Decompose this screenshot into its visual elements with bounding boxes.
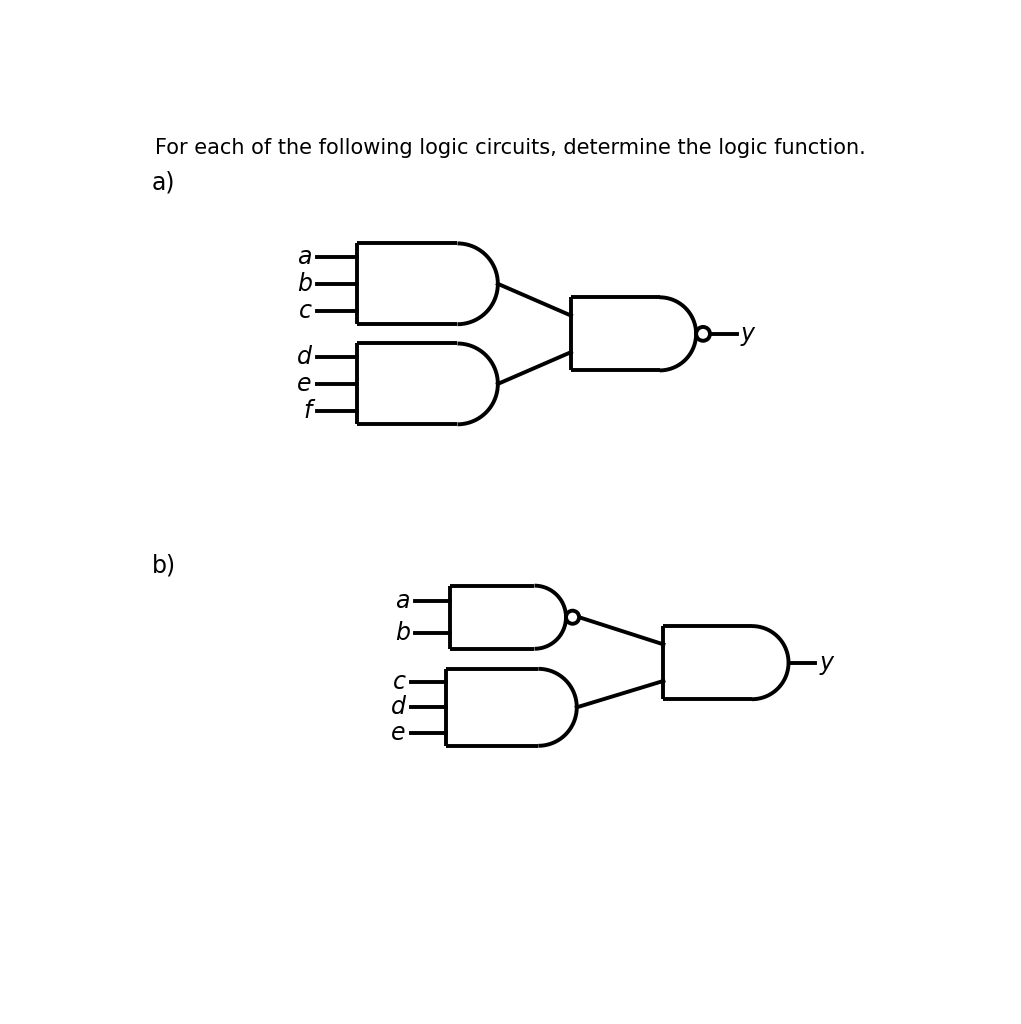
Text: y: y (819, 650, 833, 675)
Text: a: a (297, 245, 311, 268)
Text: c: c (299, 299, 311, 323)
Text: a: a (395, 590, 409, 613)
Text: For each of the following logic circuits, determine the logic function.: For each of the following logic circuits… (155, 137, 866, 158)
Text: d: d (297, 345, 311, 369)
Text: f: f (303, 399, 311, 423)
Text: e: e (297, 372, 311, 396)
Text: b: b (395, 621, 409, 645)
Text: b): b) (152, 553, 176, 578)
Text: d: d (391, 695, 405, 719)
Circle shape (696, 327, 710, 341)
Text: c: c (393, 670, 405, 693)
Text: e: e (391, 721, 405, 745)
Text: b: b (297, 271, 311, 296)
Circle shape (566, 610, 579, 624)
Text: a): a) (152, 171, 176, 195)
Text: y: y (741, 322, 755, 346)
